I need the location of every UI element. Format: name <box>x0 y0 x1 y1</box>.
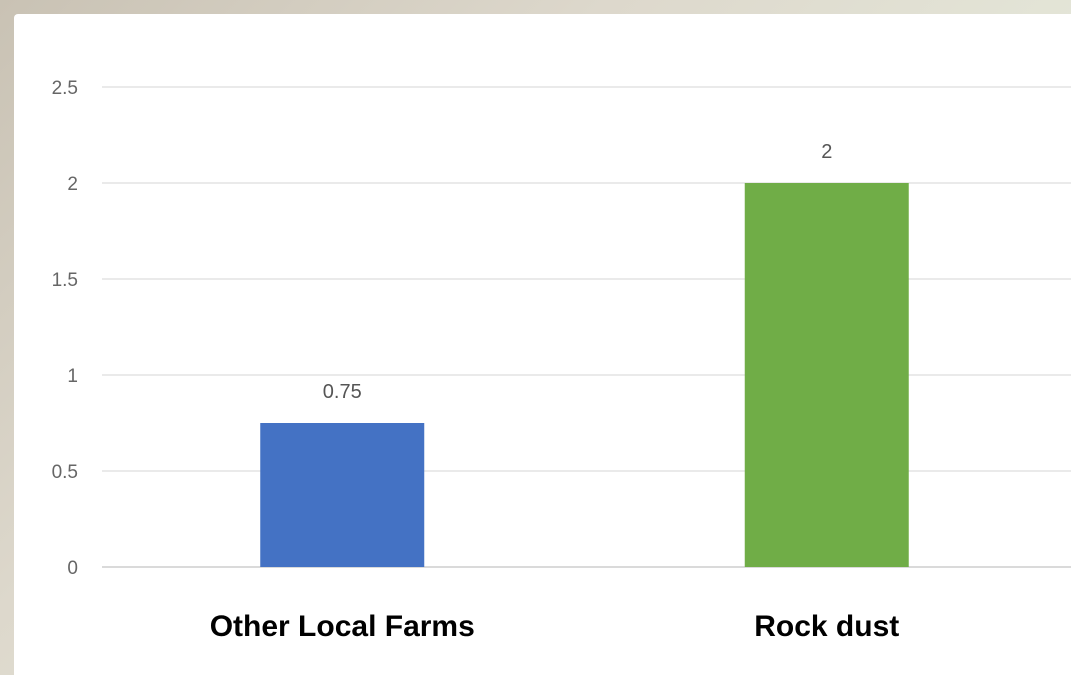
bars <box>260 183 909 567</box>
gridlines <box>102 86 1071 568</box>
y-tick-label: 0 <box>67 558 78 579</box>
x-axis-category-labels: Other Local Farms Rock dust <box>210 610 900 643</box>
data-label-2: 2 <box>821 141 832 163</box>
data-labels: 0.75 2 <box>323 141 833 403</box>
y-tick-label: 1.5 <box>52 270 78 291</box>
y-tick-label: 2 <box>67 174 78 195</box>
category-label-2: Rock dust <box>754 610 899 643</box>
y-tick-label: 2.5 <box>52 78 78 99</box>
y-tick-label: 1 <box>67 366 78 387</box>
bar-2 <box>744 183 909 567</box>
y-tick-label: 0.5 <box>52 462 78 483</box>
data-label-1: 0.75 <box>323 381 362 403</box>
bar-1 <box>260 423 425 567</box>
y-axis-tick-labels: 0 0.5 1 1.5 2 2.5 <box>52 78 78 579</box>
category-label-1: Other Local Farms <box>210 610 475 643</box>
